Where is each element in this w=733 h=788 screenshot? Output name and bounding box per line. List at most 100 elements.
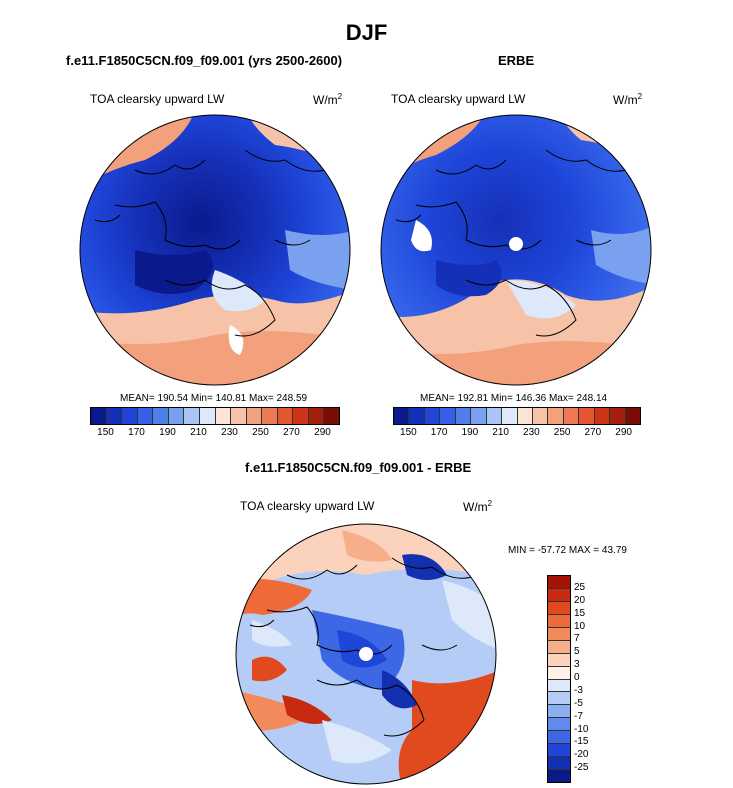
left-colorbar-swatch: [277, 408, 294, 424]
left-colorbar-swatch: [137, 408, 154, 424]
colorbar-tick-label: 190: [461, 427, 479, 438]
diff-colorbar-tick-label: -20: [574, 749, 589, 761]
colorbar-tick-label: 230: [523, 427, 540, 438]
diff-colorbar-tick-label: -3: [574, 684, 583, 696]
diff-colorbar-swatch: [548, 640, 570, 654]
right-colorbar-swatch: [517, 408, 533, 424]
diff-colorbar-tick-label: -5: [574, 697, 583, 709]
left-colorbar-swatch: [293, 408, 309, 424]
colorbar-tick-label: 190: [159, 427, 176, 438]
diff-colorbar-swatch: [548, 601, 570, 615]
diff-colorbar-swatch: [548, 614, 570, 628]
diff-colorbar-swatch: [548, 731, 570, 745]
colorbar-tick-label: 210: [492, 427, 509, 438]
diff-colorbar-tick-label: 20: [574, 594, 586, 606]
colorbar-tick-label: 210: [190, 427, 207, 438]
left-colorbar-swatch: [308, 408, 325, 424]
right-panel-case-title: ERBE: [498, 53, 535, 68]
right-colorbar-swatch: [455, 408, 472, 424]
colorbar-tick-label: 290: [314, 427, 331, 438]
right-colorbar-ticks: 150 170 190 210 230 250 270 290: [393, 427, 639, 441]
diff-colorbar-swatch: [548, 666, 570, 680]
right-panel-units: W/m2: [613, 92, 642, 107]
left-panel-units: W/m2: [313, 92, 342, 107]
diff-panel-case-title: f.e11.F1850C5CN.f09_f09.001 - ERBE: [245, 460, 472, 475]
diff-colorbar-tick-label: -10: [574, 723, 589, 735]
left-colorbar-swatch: [168, 408, 185, 424]
left-panel-case-title: f.e11.F1850C5CN.f09_f09.001 (yrs 2500-26…: [66, 53, 343, 68]
right-panel-variable-label: TOA clearsky upward LW: [391, 92, 526, 106]
diff-colorbar-tick-label: 0: [574, 672, 580, 683]
left-colorbar: [90, 407, 340, 425]
right-colorbar-swatch: [563, 408, 580, 424]
left-colorbar-swatch: [246, 408, 263, 424]
left-colorbar-swatch: [262, 408, 278, 424]
left-panel-stats: MEAN= 190.54 Min= 140.81 Max= 248.59: [120, 393, 308, 404]
right-colorbar-swatch: [594, 408, 611, 424]
diff-polar-map: [235, 523, 497, 785]
diff-colorbar-tick-label: 3: [574, 659, 580, 671]
right-panel-stats: MEAN= 192.81 Min= 146.36 Max= 248.14: [420, 393, 608, 404]
diff-colorbar-tick-label: -7: [574, 710, 583, 722]
right-colorbar-swatch: [579, 408, 595, 424]
units-exponent: 2: [337, 92, 343, 101]
right-colorbar-swatch: [625, 408, 640, 424]
right-colorbar-swatch: [424, 408, 441, 424]
colorbar-tick-label: 150: [400, 427, 417, 438]
left-colorbar-swatch: [91, 408, 107, 424]
diff-colorbar-swatch: [548, 705, 570, 719]
diff-colorbar-swatch: [548, 770, 570, 782]
colorbar-tick-label: 270: [283, 427, 300, 438]
units-base: W/m: [313, 93, 338, 107]
diff-colorbar-swatch: [548, 576, 570, 589]
right-colorbar-swatch: [440, 408, 456, 424]
colorbar-tick-label: 250: [252, 427, 269, 438]
units-exponent: 2: [637, 92, 643, 101]
colorbar-tick-label: 230: [221, 427, 238, 438]
right-colorbar-swatch: [610, 408, 626, 424]
figure-title: DJF: [345, 20, 388, 45]
left-polar-map: [79, 114, 351, 386]
colorbar-tick-label: 150: [97, 427, 114, 438]
diff-panel-variable-label: TOA clearsky upward LW: [240, 499, 375, 513]
diff-colorbar-swatch: [548, 679, 570, 693]
right-colorbar-swatch: [532, 408, 549, 424]
left-panel-variable-label: TOA clearsky upward LW: [90, 92, 225, 106]
colorbar-tick-label: 170: [430, 427, 448, 438]
left-colorbar-swatch: [324, 408, 339, 424]
diff-colorbar-tick-label: -25: [574, 762, 589, 774]
diff-colorbar-swatch: [548, 757, 570, 771]
diff-colorbar-tick-label: 5: [574, 646, 580, 658]
diff-colorbar-tick-label: 15: [574, 607, 586, 619]
left-colorbar-swatch: [106, 408, 123, 424]
units-exponent: 2: [487, 499, 493, 508]
right-colorbar-swatch: [394, 408, 410, 424]
left-colorbar-swatch: [122, 408, 138, 424]
left-colorbar-swatch: [231, 408, 247, 424]
colorbar-tick-label: 270: [584, 427, 602, 438]
diff-colorbar: [547, 575, 571, 783]
colorbar-tick-label: 250: [553, 427, 571, 438]
right-colorbar-swatch: [486, 408, 503, 424]
diff-colorbar-tick-label: 10: [574, 620, 586, 632]
diff-colorbar-swatch: [548, 653, 570, 667]
units-base: W/m: [463, 500, 488, 514]
right-polar-map: [380, 114, 652, 386]
right-colorbar-swatch: [409, 408, 425, 424]
units-base: W/m: [613, 93, 638, 107]
left-colorbar-swatch: [215, 408, 232, 424]
left-colorbar-swatch: [199, 408, 216, 424]
right-colorbar-swatch: [502, 408, 518, 424]
diff-panel-stats: MIN = -57.72 MAX = 43.79: [508, 545, 627, 556]
diff-colorbar-swatch: [548, 627, 570, 641]
diff-colorbar-tick-label: -15: [574, 736, 589, 748]
colorbar-tick-label: 290: [615, 427, 632, 438]
left-colorbar-swatch: [184, 408, 200, 424]
diff-colorbar-ticks: 25 20 15 10 7 5 3 0 -3 -5 -7 -10 -15 -20 -25: [574, 575, 614, 781]
right-colorbar-swatch: [548, 408, 564, 424]
left-colorbar-ticks: 150 170 190 210 230 250 270 290: [90, 427, 338, 441]
diff-panel-units: W/m2: [463, 499, 492, 514]
diff-colorbar-swatch: [548, 588, 570, 602]
colorbar-tick-label: 170: [128, 427, 145, 438]
left-colorbar-swatch: [153, 408, 169, 424]
